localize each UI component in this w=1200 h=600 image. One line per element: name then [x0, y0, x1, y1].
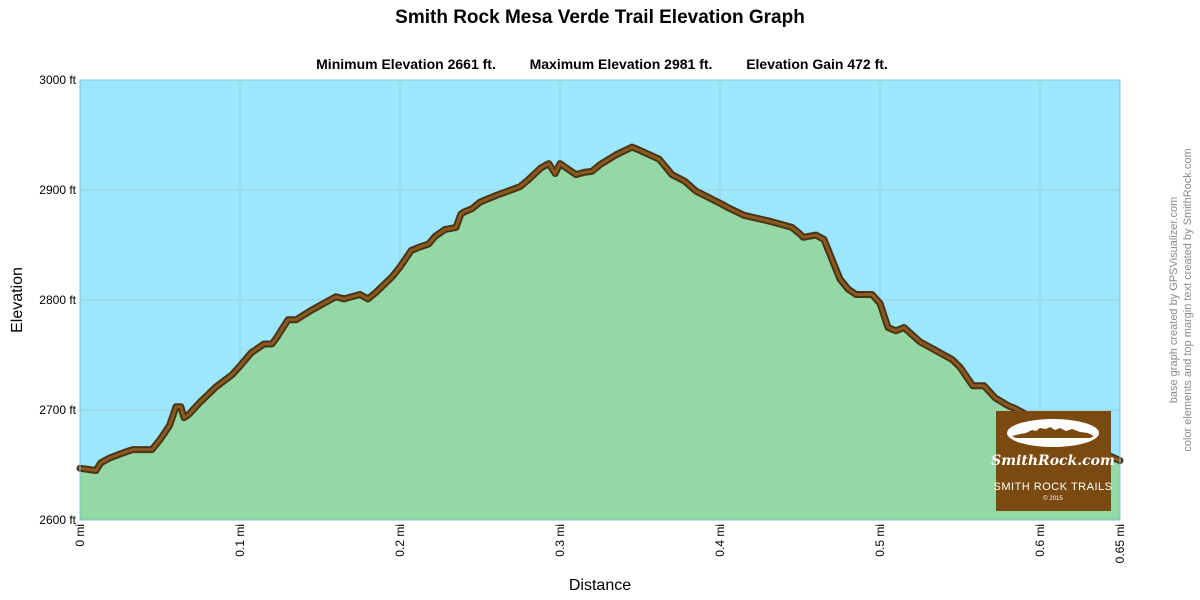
y-tick-label: 2600 ft [39, 513, 76, 527]
logo-copyright: © 2015 [1043, 495, 1063, 502]
chart-title: Smith Rock Mesa Verde Trail Elevation Gr… [395, 7, 805, 28]
elevation-line [78, 145, 1122, 472]
x-tick-label: 0 mi [73, 524, 87, 547]
x-tick-label: 0.4 mi [713, 524, 727, 557]
y-tick-label: 3000 ft [39, 73, 76, 87]
max-elevation-label: Maximum Elevation 2981 ft. [530, 56, 713, 72]
x-axis-ticks: 0 mi 0.1 mi 0.2 mi 0.3 mi 0.4 mi 0.5 mi 0.6 mi… [73, 524, 1127, 563]
x-axis-label: Distance [569, 577, 631, 594]
y-axis-ticks: 2600 ft 2700 ft 2800 ft 2900 ft 3000 ft [39, 73, 76, 527]
logo-brand-text: SmithRock.com [991, 453, 1115, 469]
logo-subtitle: SMITH ROCK TRAILS [994, 481, 1113, 493]
x-tick-label: 0.5 mi [873, 524, 887, 557]
y-axis-label: Elevation [9, 267, 26, 333]
x-tick-label: 0.65 mi [1113, 524, 1127, 563]
rock-silhouette-icon [1012, 427, 1094, 438]
x-tick-label: 0.1 mi [233, 524, 247, 557]
y-tick-label: 2800 ft [39, 293, 76, 307]
y-tick-label: 2900 ft [39, 183, 76, 197]
smithrock-logo: SmithRock.com SMITH ROCK TRAILS © 2015 [991, 411, 1115, 511]
x-tick-label: 0.2 mi [393, 524, 407, 557]
y-tick-label: 2700 ft [39, 403, 76, 417]
plot-border [79, 79, 1121, 521]
x-tick-label: 0.3 mi [553, 524, 567, 557]
credit-line-2: color elements and top margin text creat… [1182, 148, 1194, 451]
elevation-area [80, 147, 1120, 520]
min-elevation-label: Minimum Elevation 2661 ft. [316, 56, 496, 72]
x-tick-label: 0.6 mi [1033, 524, 1047, 557]
credit-line-1: base graph created by GPSVisualizer.com [1168, 197, 1180, 403]
elevation-gain-label: Elevation Gain 472 ft. [746, 56, 888, 72]
